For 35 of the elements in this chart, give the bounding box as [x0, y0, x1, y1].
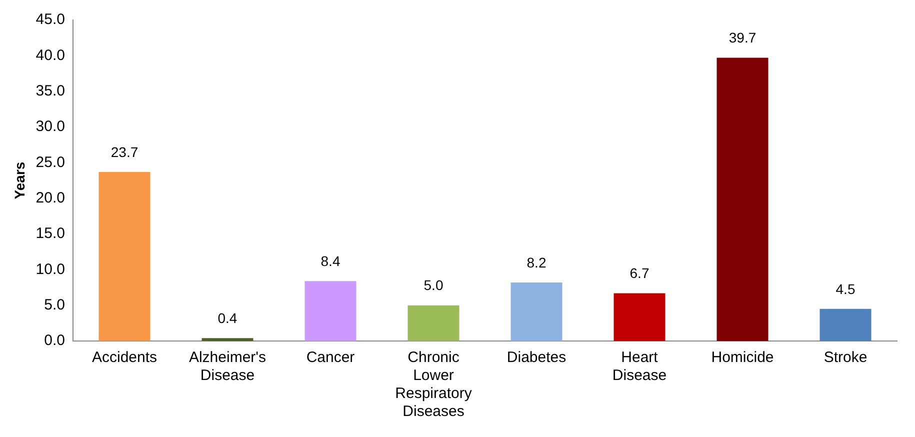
- y-axis-title: Years: [11, 162, 28, 200]
- bar: [820, 308, 872, 341]
- bar: [98, 172, 150, 341]
- y-tick-label: 20.0: [36, 189, 65, 206]
- y-tick-label: 0.0: [44, 332, 65, 350]
- data-label: 5.0: [424, 277, 444, 294]
- data-label: 6.7: [630, 265, 650, 282]
- bar: [716, 58, 768, 341]
- bar: [408, 305, 460, 341]
- bar: [202, 338, 254, 341]
- y-tick-label: 30.0: [36, 118, 65, 136]
- data-label: 8.2: [526, 254, 546, 270]
- data-label: 4.5: [836, 280, 856, 297]
- x-tick-label: Diabetes: [506, 349, 566, 366]
- y-tick-label: 15.0: [36, 225, 65, 242]
- data-label: 39.7: [728, 30, 756, 46]
- x-tick-label: Heart Disease: [612, 349, 667, 384]
- x-tick-label: Accidents: [92, 349, 158, 366]
- y-tick-label: 45.0: [36, 11, 65, 28]
- y-tick-label: 5.0: [44, 296, 65, 314]
- bar: [614, 293, 666, 341]
- data-label: 0.4: [218, 310, 238, 326]
- x-tick-label: Alzheimer's Disease: [188, 349, 266, 384]
- y-tick-label: 40.0: [36, 46, 65, 64]
- bar: [510, 282, 562, 341]
- x-tick-label: Cancer: [306, 349, 355, 366]
- x-tick-label: Stroke: [824, 349, 868, 366]
- x-tick-label: Chronic Lower Respiratory Diseases: [395, 349, 472, 420]
- data-label: 23.7: [110, 144, 138, 160]
- y-tick-label: 10.0: [36, 260, 65, 278]
- x-tick-label: Homicide: [711, 349, 774, 366]
- y-tick-label: 25.0: [36, 154, 65, 171]
- y-tick-label: 35.0: [36, 82, 65, 100]
- data-label: 8.4: [320, 252, 340, 269]
- bar: [304, 281, 356, 341]
